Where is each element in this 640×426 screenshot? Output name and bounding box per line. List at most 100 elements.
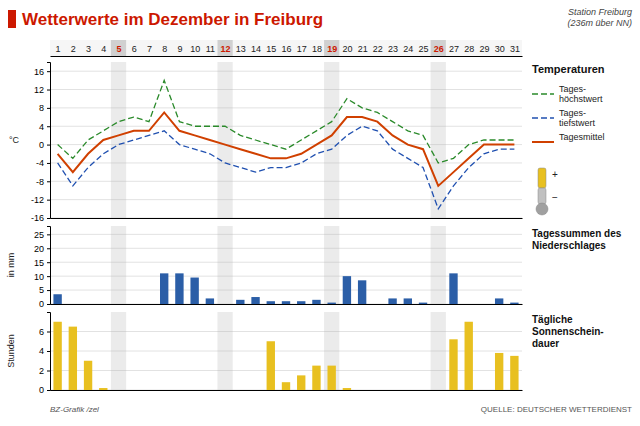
tick: 0 (39, 385, 50, 395)
tick: 12 (221, 44, 231, 56)
bar (251, 390, 259, 391)
thermometer-top (538, 168, 546, 188)
footer: BZ-Grafik /zel (50, 405, 99, 414)
tick-label: 8 (162, 44, 167, 54)
bar (449, 273, 457, 304)
bar (312, 300, 320, 304)
bar (465, 304, 473, 305)
axis-title: in mm (6, 253, 16, 278)
tick: 15 (266, 44, 276, 56)
tick: 4 (39, 346, 50, 356)
bar (130, 304, 138, 305)
tick-mark (47, 276, 50, 277)
tick-label: -12 (31, 195, 44, 205)
bar (404, 390, 412, 391)
bar (327, 303, 335, 304)
bar (267, 301, 275, 304)
tick-label: 22 (373, 44, 383, 54)
tick-label: 20 (342, 44, 352, 54)
annotation: + (552, 169, 558, 180)
highlight (324, 312, 339, 390)
axis: 0246 (39, 313, 51, 396)
bar (419, 303, 427, 304)
bar (145, 390, 153, 391)
tick-mark (47, 262, 50, 263)
tick-label: 11 (206, 44, 215, 54)
tick-label: 20 (34, 244, 44, 254)
tick-label: 29 (479, 44, 489, 54)
axis-title: °C (9, 135, 20, 145)
tick: 16 (281, 44, 291, 56)
bar (480, 390, 488, 391)
tick: -8 (36, 177, 50, 187)
tick-label: 6 (132, 44, 137, 54)
annotation: TäglicheSonnenschein-dauer (532, 314, 604, 349)
tick-label: 10 (34, 272, 44, 282)
axis-line (51, 304, 523, 305)
bar (465, 322, 473, 390)
annotation: − (552, 192, 558, 203)
tick: 9 (177, 44, 182, 56)
tick-mark (47, 108, 50, 109)
bar (236, 300, 244, 304)
bar (388, 298, 396, 304)
panel: 0510152025in mmTagessummen desNiederschl… (6, 226, 622, 309)
tick-mark (47, 390, 50, 391)
bar (53, 322, 61, 390)
highlight (431, 40, 446, 56)
plot-area (53, 312, 518, 390)
tick-label: 4 (39, 122, 44, 132)
tick: 0 (39, 299, 50, 309)
tick-label: 26 (434, 44, 444, 54)
panel: 0246StundenTäglicheSonnenschein-dauer (6, 312, 604, 395)
tick-mark (47, 290, 50, 291)
bar (145, 304, 153, 305)
bar (282, 382, 290, 390)
bar (495, 353, 503, 390)
highlight (324, 226, 339, 304)
bar (206, 298, 214, 304)
bar (388, 390, 396, 391)
bar (449, 339, 457, 390)
tick: 24 (403, 44, 413, 56)
axis (51, 390, 523, 391)
footer: QUELLE: DEUTSCHER WETTERDIENST (481, 405, 632, 414)
annotation: Temperaturen (532, 63, 605, 75)
legend-label: Tagesmittel (559, 132, 605, 142)
tick-label: 17 (297, 44, 307, 54)
panel: -16-12-8-40481216°CTemperaturenTages-höc… (9, 62, 605, 223)
highlight (217, 312, 232, 390)
tick-label: 7 (147, 44, 152, 54)
legend-swatch (532, 141, 554, 143)
bar (282, 301, 290, 304)
tick-mark (47, 332, 50, 333)
tick: 30 (495, 44, 505, 56)
bar (114, 304, 122, 305)
tick: 8 (39, 103, 50, 113)
bar (175, 390, 183, 391)
bar (358, 390, 366, 391)
axis: -16-12-8-40481216 (31, 63, 51, 224)
legend-swatch (532, 93, 554, 94)
tick-label: 25 (419, 44, 429, 54)
tick-mark (47, 126, 50, 127)
tick: 4 (101, 44, 106, 56)
bar (114, 390, 122, 391)
bar (373, 390, 381, 391)
tick: 20 (34, 244, 50, 254)
legend-label: Tages-tiefstwert (559, 108, 596, 128)
bar (297, 301, 305, 304)
tick-mark (47, 304, 50, 305)
tick-label: -8 (36, 177, 44, 187)
tick-label: 25 (34, 230, 44, 240)
tick: 2 (39, 366, 50, 376)
bar (327, 366, 335, 390)
tick: 14 (251, 44, 261, 56)
tick-label: 30 (495, 44, 505, 54)
bar (190, 278, 198, 304)
tick-mark (47, 218, 50, 219)
bar (190, 390, 198, 391)
tick-label: 31 (510, 44, 520, 54)
tick: 11 (206, 44, 215, 56)
tick: 0 (39, 140, 50, 150)
